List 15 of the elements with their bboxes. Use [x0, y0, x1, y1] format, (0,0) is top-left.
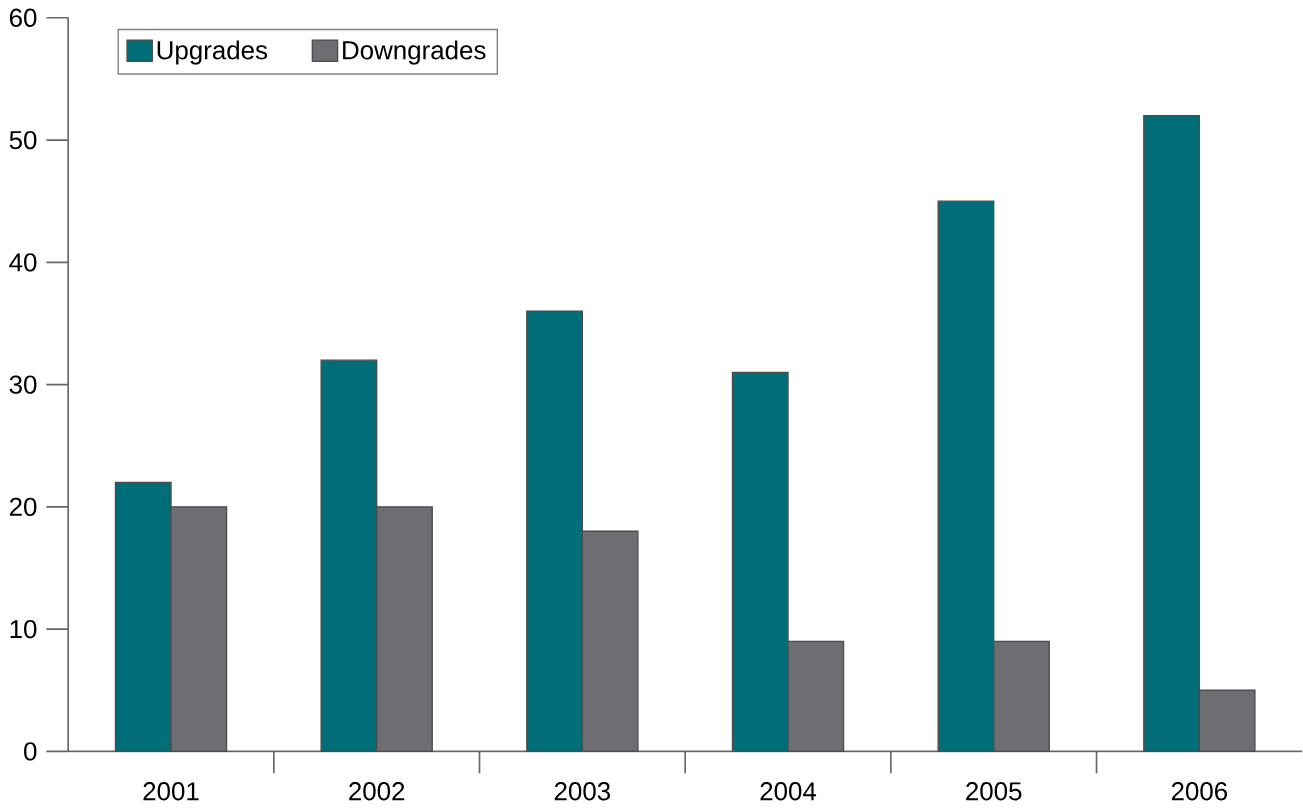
y-tick-label: 30 — [9, 375, 37, 394]
x-tick-label: 2006 — [1171, 782, 1228, 801]
legend-label: Downgrades — [343, 40, 486, 65]
x-tick-label: 2005 — [966, 782, 1022, 801]
y-tick-label: 50 — [9, 130, 37, 150]
y-tick-label: 10 — [10, 619, 37, 639]
x-tick-label: 2001 — [143, 782, 199, 801]
legend-label: Upgrades — [157, 40, 268, 65]
y-tick-label: 40 — [9, 253, 37, 272]
x-tick-label: 2002 — [349, 782, 405, 801]
x-tick-label: 2003 — [554, 782, 611, 801]
y-tick-label: 20 — [9, 497, 37, 516]
y-tick-label: 0 — [24, 742, 37, 761]
x-tick-label: 2004 — [760, 782, 817, 801]
y-tick-label: 60 — [9, 8, 37, 27]
